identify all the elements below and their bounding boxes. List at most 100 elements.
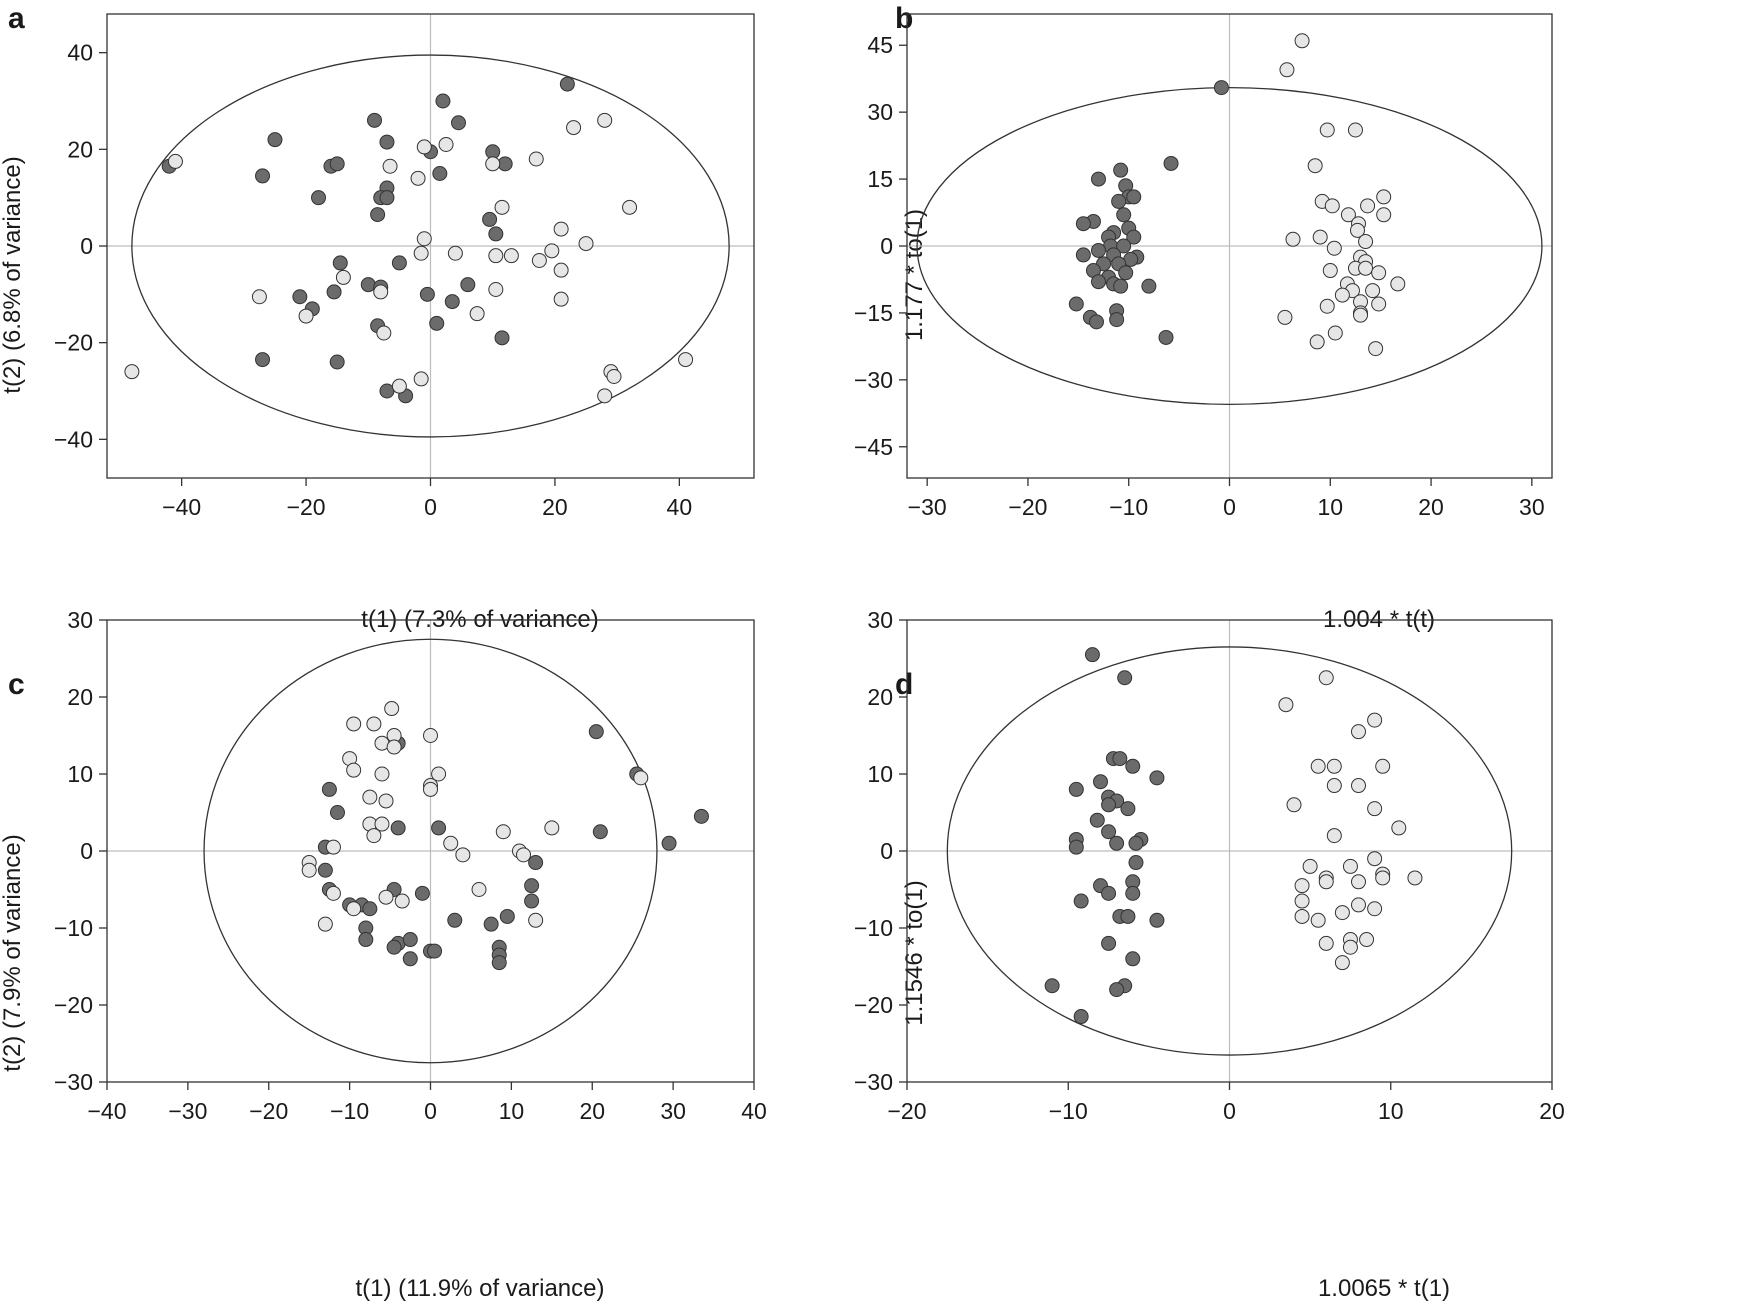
panel-c-point-light xyxy=(346,716,362,732)
panel-c-x-axis-label: t(1) (11.9% of variance) xyxy=(356,1275,605,1302)
panel-b-point-light xyxy=(1347,122,1363,138)
panel-b-y-tick-label: 45 xyxy=(867,32,893,58)
panel-d-y-tick-label: 0 xyxy=(880,838,893,864)
panel-c-point-dark xyxy=(528,855,544,871)
panel-a-x-tick-label: 0 xyxy=(424,494,437,520)
panel-c-point-dark xyxy=(321,781,337,797)
panel-b-point-light xyxy=(1285,231,1301,247)
panel-d-y-tick-label: 30 xyxy=(867,607,893,633)
panel-d-point-light xyxy=(1294,893,1310,909)
panel-a-point-light xyxy=(503,248,519,264)
panel-a-point-dark xyxy=(311,190,327,206)
panel-c-y-tick-label: −30 xyxy=(54,1069,93,1095)
panel-b-point-light xyxy=(1376,189,1392,205)
panel-d-point-light xyxy=(1351,897,1366,913)
panel-b-y-tick-label: 0 xyxy=(880,233,893,259)
panel-d-point-dark xyxy=(1101,935,1117,951)
panel-b-point-dark xyxy=(1126,229,1142,245)
panel-c-point-dark xyxy=(588,724,604,740)
panel-c-point-light xyxy=(301,862,317,878)
panel-a-point-light xyxy=(413,371,429,387)
panel-d-point-light xyxy=(1318,670,1334,686)
panel-b-point-light xyxy=(1365,283,1381,299)
panel-c-y-tick-label: 10 xyxy=(67,761,93,787)
panel-c-point-dark xyxy=(483,916,499,932)
panel-c-point-dark xyxy=(693,808,709,824)
panel-a-point-dark xyxy=(497,156,513,172)
panel-d-point-light xyxy=(1351,778,1366,794)
panel-c-point-dark xyxy=(402,932,418,948)
panel-c-point-dark xyxy=(447,912,463,928)
panel-a-y-tick-label: 0 xyxy=(80,233,93,259)
panel-a-point-light xyxy=(531,253,547,268)
panel-c-point-light xyxy=(544,820,560,836)
panel-b: b 1.004 * t(t) 1.177 * to(1) −30 −20 −10 0 1… xyxy=(854,2,1553,633)
panel-b-y-axis-label: 1.177 * to(1) xyxy=(901,209,928,341)
panel-c-y-tick-label: 0 xyxy=(80,838,93,864)
panel-a-point-dark xyxy=(482,211,498,227)
panel-b-point-light xyxy=(1327,325,1343,341)
panel-b-point-light xyxy=(1371,265,1387,281)
panel-c-point-light xyxy=(346,762,362,778)
panel-b-point-dark xyxy=(1111,193,1127,209)
panel-d-point-light xyxy=(1286,797,1302,813)
panel-c-point-light xyxy=(516,847,532,863)
panel-a-point-dark xyxy=(255,168,271,184)
panel-a-point-dark xyxy=(460,277,476,293)
panel-d-point-light xyxy=(1278,697,1294,713)
panel-c-point-light xyxy=(528,912,544,928)
panel-d-point-dark xyxy=(1101,885,1117,901)
panel-d-point-light xyxy=(1326,758,1342,774)
panel-a-y-tick-label: 40 xyxy=(67,40,93,66)
panel-a-point-light xyxy=(416,231,432,247)
panel-c-point-light xyxy=(443,835,459,851)
panel-d-point-dark xyxy=(1109,982,1125,998)
panel-b-point-dark xyxy=(1158,329,1174,345)
panel-a-point-light xyxy=(124,364,140,380)
panel-c-point-light xyxy=(366,716,382,732)
panel-a-point-light xyxy=(167,153,183,169)
panel-d-point-light xyxy=(1326,828,1342,844)
panel-a-point-dark xyxy=(450,115,466,131)
panel-d-point-light xyxy=(1342,939,1358,955)
panel-b-point-light xyxy=(1326,240,1342,256)
panel-d-point-light xyxy=(1359,932,1375,948)
panel-d-point-dark xyxy=(1109,835,1125,851)
panel-a-point-light xyxy=(553,291,569,307)
panel-a-point-dark xyxy=(329,354,345,370)
panel-d-point-dark xyxy=(1084,647,1100,663)
panel-a-letter: a xyxy=(8,2,25,35)
panel-a-point-light xyxy=(447,245,463,261)
panel-b-x-tick-label: 0 xyxy=(1223,494,1236,520)
panel-c-point-light xyxy=(362,789,378,805)
panel-d-point-light xyxy=(1351,724,1366,740)
panel-a-point-dark xyxy=(292,289,308,305)
panel-a-point-dark xyxy=(267,132,283,148)
panel-d-point-dark xyxy=(1073,1009,1089,1025)
panel-b-point-light xyxy=(1294,33,1310,49)
panel-a-y-tick-label: −20 xyxy=(54,330,93,356)
panel-a-point-dark xyxy=(391,255,407,271)
panel-b-point-light xyxy=(1319,298,1335,314)
panel-c-point-light xyxy=(423,728,438,743)
panel-b-point-dark xyxy=(1090,242,1106,258)
panel-b-point-light xyxy=(1390,276,1406,292)
panel-d-letter: d xyxy=(895,668,913,701)
panel-c-point-light xyxy=(495,824,511,840)
panel-d-point-light xyxy=(1310,912,1326,928)
panel-a-point-dark xyxy=(379,190,395,206)
panel-a-point-light xyxy=(566,120,582,136)
panel-c-point-light xyxy=(346,901,362,917)
panel-c-point-light xyxy=(374,766,390,782)
panel-b-point-light xyxy=(1319,122,1335,138)
panel-a-point-light xyxy=(488,248,504,264)
panel-b-y-tick-label: −45 xyxy=(854,434,893,460)
panel-c-point-dark xyxy=(329,805,345,820)
panel-a-x-tick-label: −40 xyxy=(162,494,201,520)
panel-a-point-light xyxy=(335,269,351,285)
panel-b-x-tick-label: 10 xyxy=(1317,494,1343,520)
panel-d-y-axis-label: 1.1546 * to(1) xyxy=(901,880,928,1025)
panel-c-point-light xyxy=(386,739,402,755)
panel-b-point-light xyxy=(1353,307,1369,323)
panel-c-point-light xyxy=(366,828,382,844)
